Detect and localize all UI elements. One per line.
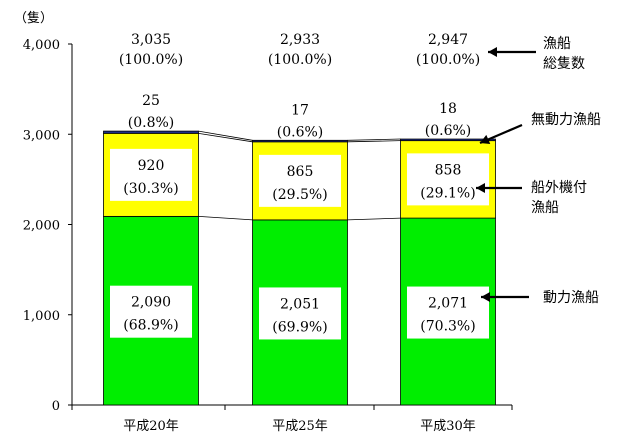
legend-arrow-head (488, 47, 497, 57)
connector-line (347, 217, 401, 221)
bar-segment (400, 138, 496, 142)
legend-label-total: 漁船総隻数 (543, 36, 585, 72)
connector-line (198, 130, 253, 141)
data-labels: 2,090 (68.9%) 920 (30.3%) 25 (0.8%) 3,035 (100.… (110, 32, 489, 340)
data-label-pct: (30.3%) (123, 181, 178, 197)
legend-label-series: 動力漁船 (543, 290, 599, 306)
data-label-pct: (69.9%) (272, 319, 327, 335)
data-label-box (407, 153, 489, 206)
data-label-value: 2,051 (280, 296, 320, 312)
connector-line (347, 138, 401, 141)
connector-lines (198, 130, 401, 221)
legend-arrow-head (481, 292, 490, 302)
data-label-pct: (0.6%) (425, 123, 472, 139)
data-label-pct: (68.9%) (123, 318, 178, 334)
x-tick-label: 平成25年 (272, 419, 328, 434)
y-unit-label: （隻） (14, 11, 53, 26)
legend-label-series: 無動力漁船 (531, 112, 601, 128)
legend-label-series: 船外機付漁船 (531, 180, 587, 216)
data-label-value: 17 (291, 102, 309, 118)
bar-segment (252, 139, 348, 143)
x-tick-label: 平成30年 (420, 419, 476, 434)
data-label-value: 25 (142, 93, 160, 109)
data-label-pct: (29.1%) (420, 185, 475, 201)
data-label-box (259, 154, 341, 207)
y-tick-label: 4,000 (23, 38, 60, 53)
data-label-value: 18 (439, 101, 457, 117)
data-label-pct: (0.6%) (277, 124, 324, 140)
data-label-box (259, 287, 341, 340)
y-tick-label: 3,000 (23, 128, 60, 143)
total-label-pct: (100.0%) (416, 52, 480, 68)
total-label-value: 2,947 (428, 32, 468, 48)
data-label-box (110, 148, 192, 201)
data-label-value: 2,090 (131, 295, 171, 311)
connector-line (198, 215, 253, 221)
data-label-value: 865 (287, 164, 314, 180)
y-tick-label: 0 (52, 399, 60, 414)
y-tick-label: 2,000 (23, 219, 60, 234)
total-label-value: 3,035 (131, 32, 171, 48)
y-tick-label: 1,000 (23, 309, 60, 324)
data-label-pct: (0.8%) (128, 115, 175, 131)
total-label-pct: (100.0%) (119, 52, 183, 68)
bar-segment (103, 130, 199, 134)
data-label-value: 858 (435, 162, 462, 178)
data-label-box (407, 286, 489, 339)
data-label-pct: (29.5%) (272, 187, 327, 203)
data-label-value: 920 (138, 158, 165, 174)
connector-line (198, 132, 253, 143)
connector-line (347, 140, 401, 143)
data-label-value: 2,071 (428, 296, 468, 312)
total-label-pct: (100.0%) (268, 52, 332, 68)
total-label-value: 2,933 (280, 32, 320, 48)
data-label-pct: (70.3%) (420, 319, 475, 335)
data-label-box (110, 285, 192, 338)
axes: 0 1,000 2,000 3,000 4,000 平成20年 平成25年 平成30年 (23, 38, 513, 434)
legend-arrow-head (476, 183, 485, 193)
x-tick-label: 平成20年 (123, 419, 179, 434)
legend-arrow-head (480, 134, 491, 145)
